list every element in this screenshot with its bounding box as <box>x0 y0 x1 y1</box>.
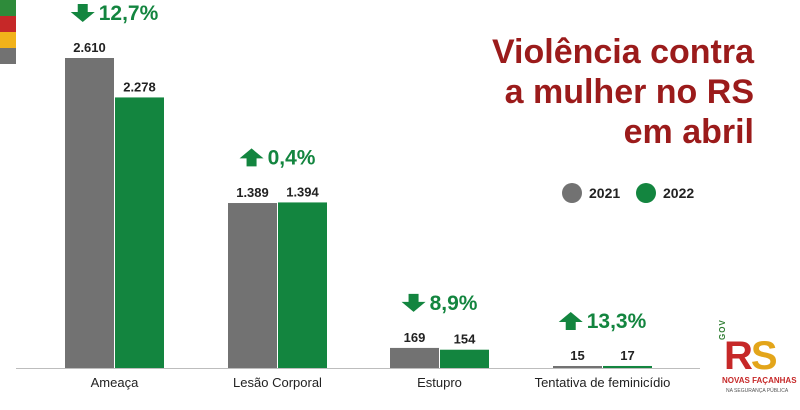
bar-estupro-2022 <box>440 349 489 368</box>
category-label-estupro: Estupro <box>417 375 462 390</box>
legend-item-2021: 2021 <box>562 183 620 203</box>
legend-label-2022: 2022 <box>663 185 695 201</box>
category-label-tentativa-de-feminicidio: Tentativa de feminicídio <box>535 375 671 390</box>
data-label-tentativa-de-feminicidio-2021: 15 <box>570 348 584 363</box>
flag-stripe-gray <box>0 48 16 64</box>
bar-lesao-corporal-2022 <box>278 202 327 368</box>
bar-tentativa-de-feminicidio-2021 <box>553 366 602 368</box>
change-label-ameaca: 12,7% <box>99 2 159 25</box>
legend-item-2022: 2022 <box>636 183 694 203</box>
title-line-1: Violência contra <box>491 33 754 71</box>
title-line-3: em abril <box>623 113 754 151</box>
title-line-2: a mulher no RS <box>504 73 754 111</box>
data-label-estupro-2021: 169 <box>404 330 426 345</box>
data-label-ameaca-2022: 2.278 <box>123 79 156 94</box>
logo-rs-r: R <box>724 334 753 378</box>
arrow-up-icon <box>239 148 264 167</box>
change-label-tentativa-de-feminicidio: 13,3% <box>587 310 647 333</box>
bar-lesao-corporal-2021 <box>228 203 277 368</box>
logo-rs-s: S <box>750 334 778 378</box>
chart-title: Violência contra a mulher no RS em abril <box>424 32 754 152</box>
bar-ameaca-2021 <box>65 58 114 368</box>
flag-stripe-yellow <box>0 32 16 48</box>
logo-subtagline: NA SEGURANÇA PÚBLICA <box>726 388 789 394</box>
bar-ameaca-2022 <box>115 97 164 368</box>
category-label-lesao-corporal: Lesão Corporal <box>233 375 322 390</box>
bar-estupro-2021 <box>390 347 439 368</box>
data-label-estupro-2022: 154 <box>454 332 476 347</box>
logo-rs-text: RS <box>724 334 778 378</box>
bar-tentativa-de-feminicidio-2022 <box>603 365 652 368</box>
data-label-tentativa-de-feminicidio-2022: 17 <box>620 348 634 363</box>
change-label-estupro: 8,9% <box>430 292 478 315</box>
logo-tagline: NOVAS FAÇANHAS <box>722 376 797 385</box>
rs-government-logo: GOV RS NOVAS FAÇANHAS NA SEGURANÇA PÚBLI… <box>710 319 797 400</box>
data-label-lesao-corporal-2022: 1.394 <box>286 184 319 199</box>
arrow-up-icon <box>558 311 583 330</box>
legend-swatch-2021 <box>562 183 582 203</box>
arrow-down-icon <box>401 293 426 312</box>
arrow-down-icon <box>70 4 95 22</box>
data-label-lesao-corporal-2021: 1.389 <box>236 185 269 200</box>
flag-stripe-green <box>0 0 16 16</box>
category-label-ameaca: Ameaça <box>91 375 139 390</box>
change-label-lesao-corporal: 0,4% <box>268 146 316 169</box>
data-label-ameaca-2021: 2.610 <box>73 40 106 55</box>
legend-swatch-2022 <box>636 183 656 203</box>
flag-stripe-red <box>0 16 16 32</box>
legend-label-2021: 2021 <box>589 185 621 201</box>
